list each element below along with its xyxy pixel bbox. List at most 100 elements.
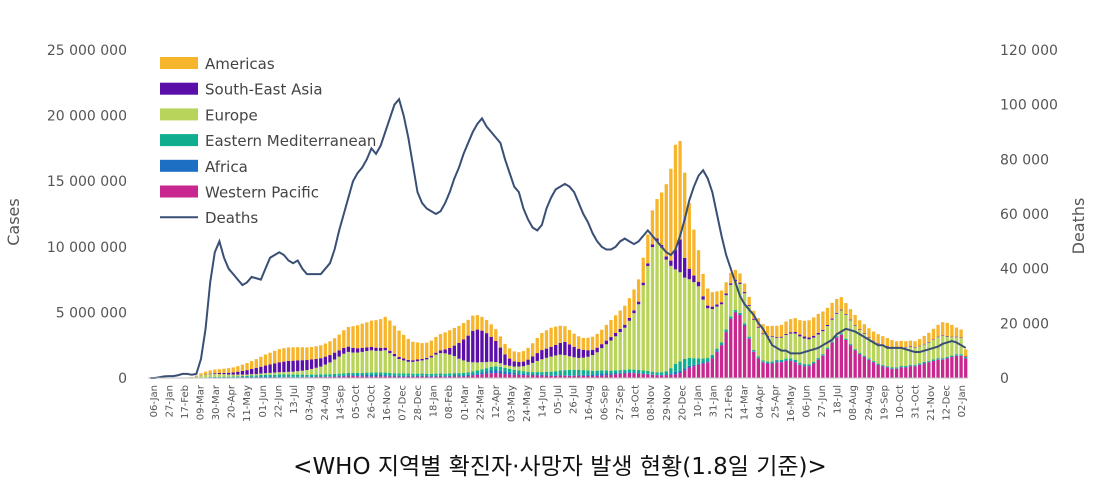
bar-segment-eastern-mediterranean: [646, 370, 650, 374]
bar-segment-africa: [305, 376, 309, 378]
bar-segment-south-east-asia: [351, 347, 355, 353]
bar-segment-south-east-asia: [259, 366, 263, 374]
bar-segment-south-east-asia: [461, 339, 466, 361]
bar-segment-eastern-mediterranean: [701, 358, 705, 363]
bar-segment-americas: [899, 340, 903, 348]
bar-segment-south-east-asia: [954, 336, 959, 338]
bar-segment-south-east-asia: [669, 260, 673, 266]
bar-segment-eastern-mediterranean: [696, 358, 701, 364]
bar-segment-africa: [544, 374, 549, 376]
bar-segment-eastern-mediterranean: [627, 369, 632, 373]
bar-segment-europe: [213, 373, 217, 377]
bar-segment-europe: [411, 361, 415, 374]
bar-segment-europe: [586, 356, 590, 371]
bar-segment-americas: [314, 346, 318, 359]
bar-segment-south-east-asia: [784, 333, 788, 335]
bar-segment-eastern-mediterranean: [521, 371, 526, 374]
legend-label: Western Pacific: [205, 184, 319, 202]
bar-segment-western-pacific: [701, 363, 705, 378]
bar-segment-europe: [314, 367, 318, 375]
bar-segment-americas: [775, 325, 779, 337]
bar-segment-western-pacific: [853, 350, 857, 378]
bar-segment-europe: [881, 345, 885, 365]
bar-segment-eastern-mediterranean: [540, 372, 544, 375]
bar-segment-americas: [346, 326, 351, 347]
bar-segment-eastern-mediterranean: [683, 358, 687, 369]
x-tick-label: 31-Oct: [910, 385, 921, 419]
bar-segment-americas: [954, 327, 959, 337]
chart-caption: <WHO 지역별 확진자·사망자 발생 현황(1.8일 기준)>: [293, 454, 827, 480]
bar-segment-europe: [683, 277, 687, 359]
bar-segment-americas: [535, 337, 539, 354]
bar-segment-africa: [549, 375, 553, 376]
bar-segment-americas: [590, 336, 595, 350]
bar-segment-eastern-mediterranean: [457, 373, 461, 376]
bar-segment-africa: [567, 375, 572, 376]
bar-segment-south-east-asia: [945, 336, 949, 337]
bar-segment-americas: [406, 338, 410, 360]
bar-segment-south-east-asia: [383, 347, 387, 351]
bar-segment-americas: [747, 296, 751, 305]
bar-segment-eastern-mediterranean: [397, 373, 401, 376]
bar-segment-south-east-asia: [531, 356, 535, 363]
bar-segment-americas: [964, 349, 968, 357]
bar-segment-europe: [544, 357, 549, 372]
bar-segment-western-pacific: [563, 375, 567, 378]
bar-segment-western-pacific: [733, 312, 738, 378]
bar-segment-europe: [240, 374, 245, 377]
bar-segment-eastern-mediterranean: [765, 361, 770, 363]
bar-segment-western-pacific: [742, 325, 747, 378]
bar-segment-europe: [950, 337, 954, 356]
bar-segment-western-pacific: [581, 375, 585, 378]
bar-segment-eastern-mediterranean: [664, 371, 668, 375]
bar-segment-western-pacific: [839, 334, 843, 378]
bar-segment-europe: [351, 352, 355, 373]
bar-segment-americas: [531, 343, 535, 357]
bar-segment-eastern-mediterranean: [388, 372, 392, 376]
bar-segment-western-pacific: [807, 366, 811, 378]
bar-segment-europe: [259, 373, 263, 375]
bar-segment-europe: [199, 375, 203, 378]
bar-segment-south-east-asia: [798, 334, 802, 337]
bar-segment-western-pacific: [706, 362, 710, 378]
bar-segment-western-pacific: [913, 366, 917, 378]
bar-segment-western-pacific: [899, 367, 903, 378]
bar-segment-south-east-asia: [498, 347, 503, 364]
bar-segment-americas: [890, 340, 894, 348]
bar-segment-eastern-mediterranean: [249, 375, 254, 377]
bar-segment-south-east-asia: [452, 345, 457, 357]
bar-segment-africa: [922, 363, 926, 364]
bar-segment-americas: [853, 315, 857, 325]
bar-segment-americas: [323, 343, 328, 357]
bar-segment-americas: [397, 330, 401, 357]
bar-segment-western-pacific: [507, 374, 512, 378]
bar-segment-eastern-mediterranean: [590, 370, 595, 375]
bar-segment-western-pacific: [480, 374, 484, 378]
bar-segment-americas: [360, 323, 364, 348]
bar-segment-africa: [812, 363, 816, 364]
bar-segment-americas: [793, 318, 797, 332]
bar-segment-africa: [461, 375, 466, 377]
bar-segment-western-pacific: [729, 318, 733, 378]
x-tick-label: 22-Mar: [475, 384, 486, 420]
bar-segment-europe: [825, 326, 830, 348]
x-tick-label: 27-Sep: [615, 385, 626, 420]
bar-segment-western-pacific: [498, 373, 503, 378]
bar-segment-africa: [659, 374, 664, 376]
bar-segment-western-pacific: [567, 375, 572, 378]
bar-segment-africa: [650, 374, 655, 375]
bar-segment-americas: [549, 327, 553, 347]
bar-segment-south-east-asia: [927, 341, 931, 343]
bar-segment-americas: [475, 315, 480, 330]
bar-segment-americas: [374, 320, 378, 348]
bar-segment-americas: [425, 342, 429, 358]
bar-segment-western-pacific: [558, 375, 562, 378]
bar-segment-americas: [931, 328, 936, 340]
bar-segment-south-east-asia: [494, 341, 498, 362]
bar-segment-eastern-mediterranean: [784, 358, 788, 361]
bar-segment-americas: [342, 330, 346, 348]
bar-segment-eastern-mediterranean: [461, 372, 466, 376]
bar-segment-europe: [457, 358, 461, 374]
bar-segment-africa: [480, 372, 484, 375]
bar-segment-europe: [328, 362, 332, 375]
